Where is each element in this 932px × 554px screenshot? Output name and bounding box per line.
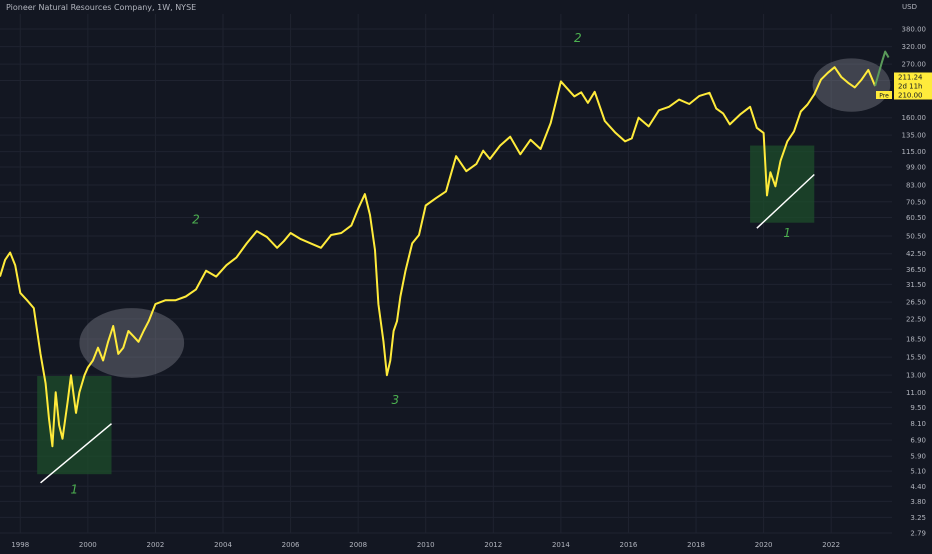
y-tick-label: 36.50: [906, 266, 926, 274]
price-label-text: 210.00: [898, 92, 923, 100]
price-label-text: 2d 11h: [898, 83, 922, 91]
chart-title: Pioneer Natural Resources Company, 1W, N…: [6, 3, 197, 12]
pre-tag-box: [876, 91, 892, 99]
wave-annotation: 3: [391, 393, 399, 407]
x-tick-label: 2008: [349, 541, 367, 549]
y-tick-label: 3.80: [910, 498, 926, 506]
y-tick-label: 3.25: [910, 514, 926, 522]
price-label-text: 211.24: [898, 74, 923, 82]
y-tick-label: 6.90: [910, 437, 926, 445]
x-tick-label: 2020: [755, 541, 773, 549]
y-tick-label: 2.79: [910, 530, 926, 538]
x-tick-label: 2006: [282, 541, 300, 549]
x-tick-label: 2010: [417, 541, 435, 549]
x-tick-label: 2012: [484, 541, 502, 549]
y-tick-label: 5.90: [910, 453, 926, 461]
y-tick-label: 70.50: [906, 198, 926, 206]
y-tick-label: 4.40: [910, 483, 926, 491]
y-tick-label: 31.50: [906, 281, 926, 289]
y-tick-label: 135.00: [902, 132, 927, 140]
price-label-box: [894, 81, 932, 91]
price-label-box: [894, 90, 932, 100]
y-tick-label: 380.00: [902, 26, 927, 34]
y-tick-label: 9.50: [910, 404, 926, 412]
y-tick-label: 11.00: [906, 389, 926, 397]
x-tick-label: 2002: [147, 541, 165, 549]
price-series-line: [0, 66, 877, 448]
y-tick-label: 26.50: [906, 299, 926, 307]
x-tick-label: 2022: [822, 541, 840, 549]
wave-annotation: 2: [574, 31, 582, 45]
x-tick-label: 2014: [552, 541, 570, 549]
recent-series-line: [874, 50, 890, 87]
wave-annotation: 1: [71, 483, 79, 497]
trendline: [756, 173, 815, 229]
highlight-ellipse: [79, 308, 185, 378]
y-tick-label: 13.00: [906, 372, 926, 380]
y-tick-label: 270.00: [902, 61, 927, 69]
wave-annotation: 2: [192, 213, 200, 227]
y-tick-label: 99.00: [906, 163, 926, 171]
currency-label: USD: [902, 3, 917, 11]
x-tick-label: 2016: [620, 541, 638, 549]
highlight-box: [37, 375, 112, 475]
y-tick-label: 22.50: [906, 315, 926, 323]
wave-annotation: 1: [783, 226, 791, 240]
x-tick-label: 2000: [79, 541, 97, 549]
y-tick-label: 15.50: [906, 354, 926, 362]
x-tick-label: 2004: [214, 541, 232, 549]
y-tick-label: 50.50: [906, 233, 926, 241]
y-tick-label: 115.00: [902, 148, 927, 156]
y-tick-label: 83.00: [906, 182, 926, 190]
x-tick-label: 1998: [11, 541, 29, 549]
pre-tag-text: Pre: [879, 93, 889, 100]
y-tick-label: 5.10: [910, 468, 926, 476]
y-tick-label: 42.50: [906, 250, 926, 258]
y-tick-label: 160.00: [902, 114, 927, 122]
x-tick-label: 2018: [687, 541, 705, 549]
y-tick-label: 320.00: [902, 43, 927, 51]
price-label-box: [894, 72, 932, 82]
trendline: [40, 423, 112, 484]
y-tick-label: 8.10: [910, 420, 926, 428]
y-tick-label: 60.50: [906, 214, 926, 222]
y-tick-label: 18.50: [906, 335, 926, 343]
